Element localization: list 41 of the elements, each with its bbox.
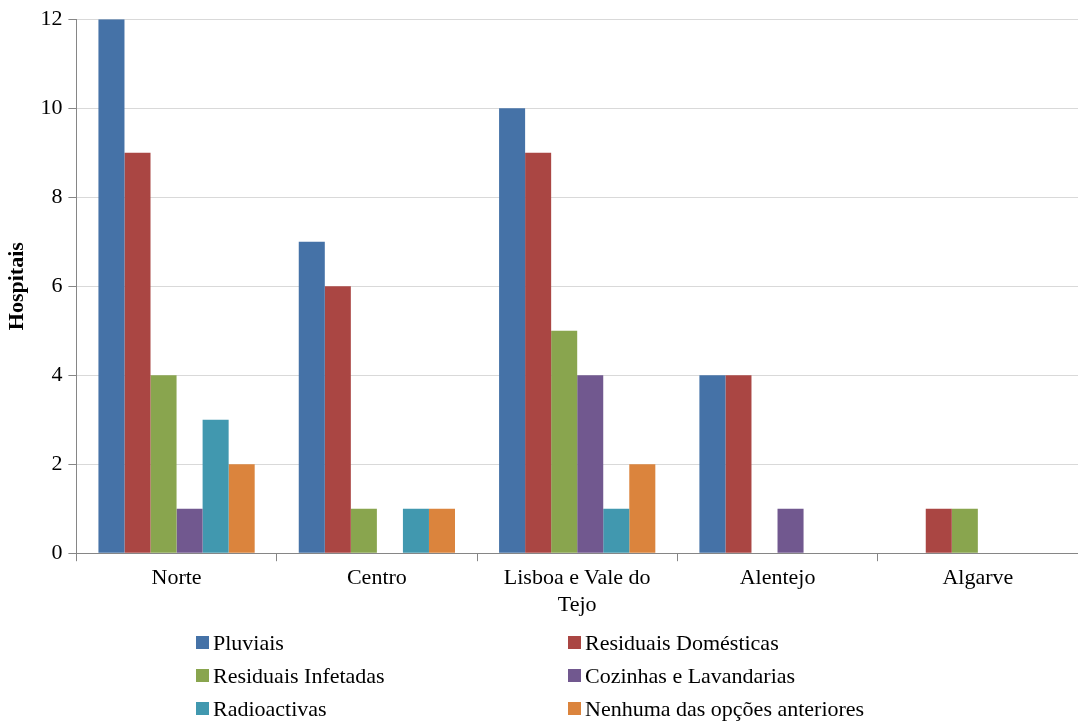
bar: [350, 508, 377, 553]
bar: [525, 152, 552, 553]
y-tick-label: 6: [51, 271, 63, 297]
bar: [499, 108, 526, 553]
bar: [725, 375, 752, 553]
bar: [402, 508, 429, 553]
bar: [428, 508, 456, 553]
legend-label: Residuais Domésticas: [585, 629, 779, 656]
x-tick-label: Lisboa e Vale do Tejo: [503, 564, 651, 616]
legend-label: Cozinhas e Lavandarias: [585, 662, 796, 689]
y-tick-label: 12: [40, 4, 63, 30]
y-axis-title: Hospitais: [2, 241, 28, 331]
y-tick-label: 2: [51, 449, 63, 475]
y-tick-label: 8: [51, 182, 63, 208]
bar: [925, 508, 952, 553]
bar: [150, 375, 177, 553]
bar: [98, 19, 125, 553]
bar: [551, 330, 578, 553]
bar: [777, 508, 804, 553]
bar: [324, 286, 351, 553]
bar: [629, 464, 656, 553]
bar: [298, 241, 325, 553]
bar: [202, 419, 229, 553]
y-tick-label: 4: [51, 360, 63, 386]
legend-label: Residuais Infetadas: [213, 662, 385, 689]
legend-label: Radioactivas: [213, 695, 327, 722]
legend-label: Nenhuma das opções anteriores: [585, 695, 865, 722]
bar: [228, 464, 255, 553]
bar: [124, 152, 151, 553]
bar: [577, 375, 604, 553]
x-tick-label: Alentejo: [739, 564, 816, 590]
y-tick-label: 10: [40, 93, 63, 119]
bar: [176, 508, 203, 553]
bar: [699, 375, 726, 553]
bar: [603, 508, 630, 553]
legend-label: Pluviais: [213, 629, 284, 656]
x-tick-label: Norte: [151, 564, 202, 590]
bar: [951, 508, 978, 553]
y-tick-label: 0: [51, 538, 63, 564]
x-tick-label: Centro: [346, 564, 407, 590]
x-tick-label: Algarve: [942, 564, 1014, 590]
